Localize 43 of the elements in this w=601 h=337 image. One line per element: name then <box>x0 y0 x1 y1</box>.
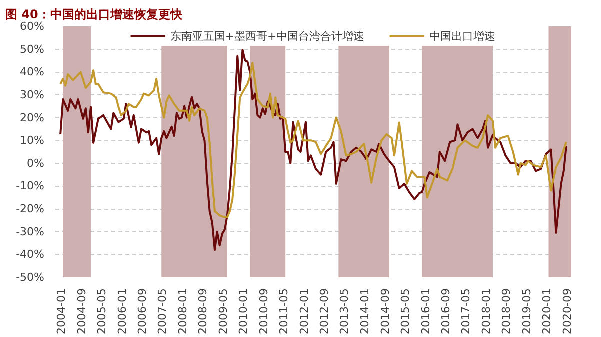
y-tick-label: 50% <box>20 42 45 56</box>
line-series <box>60 62 568 218</box>
x-tick-label: 2008-01 <box>176 288 190 334</box>
x-tick-label: 2016-01 <box>419 288 432 334</box>
x-tick-label: 2015-05 <box>398 288 412 334</box>
x-tick-label: 2008-09 <box>196 288 210 334</box>
y-tick-label: 0% <box>27 156 44 170</box>
y-tick-label: 30% <box>20 88 45 102</box>
x-tick-label: 2009-05 <box>216 288 230 334</box>
x-tick-label: 2013-05 <box>338 288 352 334</box>
y-tick-label: 60% <box>20 20 45 33</box>
x-tick-label: 2004-01 <box>55 288 68 334</box>
x-tick-label: 2006-01 <box>116 288 129 334</box>
x-tick-label: 2011-05 <box>278 288 291 334</box>
y-tick-label: -10% <box>16 180 45 193</box>
x-tick-label: 2018-01 <box>480 288 493 334</box>
y-tick-label: 10% <box>20 134 45 148</box>
x-tick-label: 2018-09 <box>500 288 514 334</box>
x-tick-label: 2004-09 <box>75 288 88 334</box>
legend-label: 中国出口增速 <box>430 28 496 44</box>
x-tick-label: 2010-01 <box>237 288 250 334</box>
x-tick-label: 2006-09 <box>136 288 149 334</box>
y-tick-label: -20% <box>16 202 45 216</box>
chart-title: 图 40：中国的出口增速恢复更快 <box>6 8 184 22</box>
x-tick-label: 2010-09 <box>257 288 270 334</box>
line-series <box>60 49 568 252</box>
y-tick-label: 40% <box>20 66 45 79</box>
x-tick-label: 2014-01 <box>358 288 372 334</box>
x-tick-label: 2016-09 <box>440 288 453 334</box>
y-tick-label: 20% <box>20 111 45 124</box>
x-tick-label: 2012-09 <box>318 288 332 334</box>
y-tick-label: -50% <box>16 271 45 284</box>
legend-label: 东南亚五国+墨西哥+中国台湾合计增速 <box>170 28 365 44</box>
x-tick-label: 2005-05 <box>95 288 108 334</box>
x-tick-label: 2020-01 <box>540 288 554 334</box>
x-tick-label: 2014-09 <box>378 288 392 334</box>
x-tick-label: 2012-01 <box>298 288 311 334</box>
x-tick-label: 2017-05 <box>460 288 473 334</box>
x-tick-label: 2007-05 <box>156 288 170 334</box>
y-tick-label: -40% <box>16 248 45 262</box>
y-tick-label: -30% <box>16 225 45 238</box>
x-tick-label: 2019-05 <box>520 288 534 334</box>
x-tick-label: 2020-09 <box>560 288 574 334</box>
